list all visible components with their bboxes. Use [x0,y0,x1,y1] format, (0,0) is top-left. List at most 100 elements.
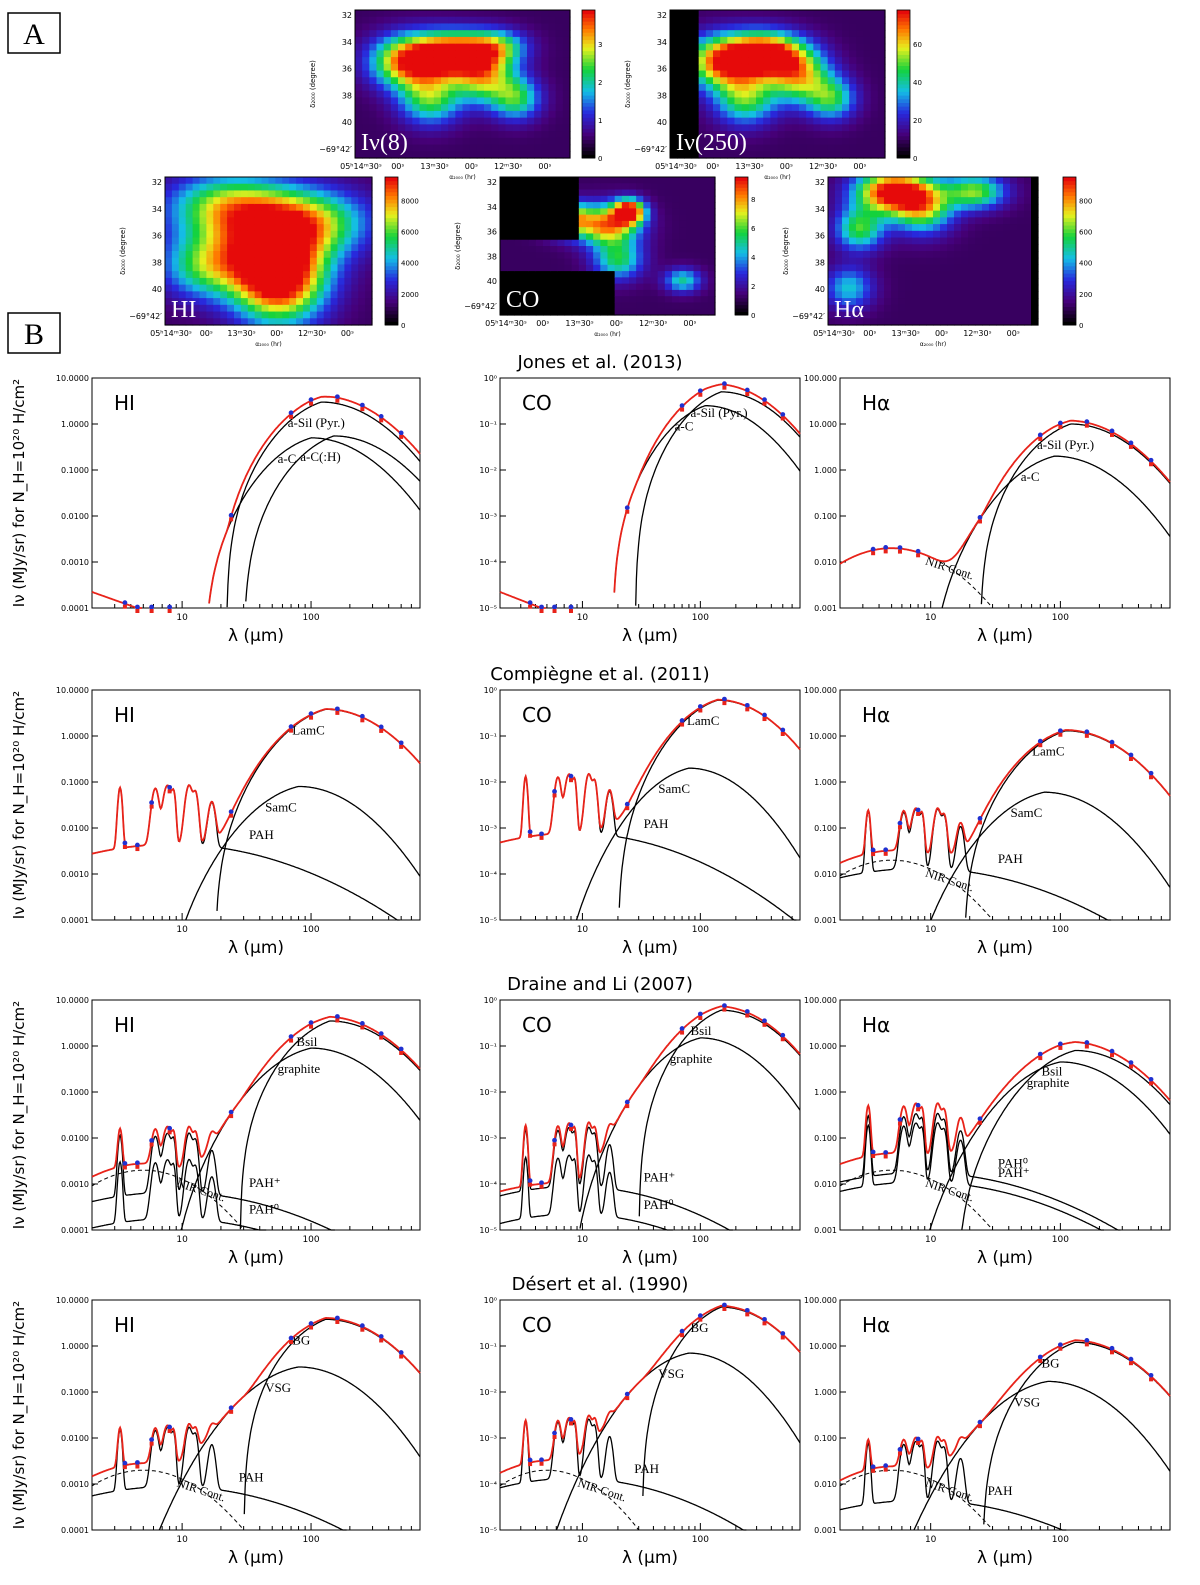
map-pixel [206,271,214,279]
map-pixel [891,210,899,218]
x-axis-label: λ (µm) [622,626,678,646]
y-tick-label: 0.100 [814,824,837,833]
colorbar-segment [735,197,748,202]
data-point-observed [722,696,727,702]
map-pixel [500,302,508,310]
map-pixel [275,230,283,239]
map-pixel [519,110,528,119]
map-pixel [213,217,221,225]
map-pixel [707,302,716,310]
map-pixel [686,264,695,272]
map-pixel [600,283,609,291]
map-pixel [441,70,449,78]
map-pixel [1017,257,1025,266]
map-pixel [247,271,256,279]
map-pixel [586,246,594,253]
map-pixel [1024,298,1032,306]
map-pixel [355,124,363,132]
map-pixel [1024,318,1032,326]
map-pixel [564,308,573,316]
map-pixel [820,10,829,18]
map-pixel [713,90,721,99]
data-point-observed [870,546,876,552]
map-pixel [842,264,850,272]
map-pixel [593,214,601,222]
colorbar-segment [1063,295,1076,300]
map-pixel [806,90,814,99]
map-pixel [863,84,872,92]
map-pixel [982,177,990,185]
map-pixel [247,244,256,252]
map-pixel [541,43,550,51]
map-pixel [621,208,630,216]
map-pixel [940,304,948,313]
map-pixel [1031,257,1039,266]
map-pixel [548,117,557,125]
map-pixel [484,90,492,99]
map-pixel [578,214,587,222]
tracer-label: CO [522,1313,552,1337]
colorbar-segment [735,214,748,219]
map-pixel [296,244,304,252]
map-pixel [254,298,263,306]
map-pixel [571,296,580,304]
dec-tick-label: 34 [657,38,667,47]
map-pixel [748,84,757,92]
map-pixel [491,63,499,72]
data-point-model [871,1153,876,1158]
map-pixel [621,233,630,241]
map-pixel [870,277,878,286]
data-point-model [149,609,154,613]
map-pixel [521,264,530,272]
map-pixel [670,90,678,99]
map-pixel [940,244,948,252]
map-pixel [700,296,709,304]
data-point-model [780,1335,785,1340]
map-pixel [448,137,456,146]
ra-tick-label: 00ˢ [935,329,948,338]
data-point-model [1149,462,1154,467]
map-pixel [316,190,325,198]
map-pixel [514,289,523,297]
colorbar-segment [1063,280,1076,285]
map-pixel [968,318,976,326]
y-tick-label: 10⁻⁴ [479,1480,497,1489]
component-label: a-C [675,419,694,434]
map-pixel [912,298,920,306]
model-total-curve [499,698,801,844]
map-pixel [316,244,325,252]
map-pixel [564,271,573,278]
map-pixel [543,183,551,191]
map-pixel [476,144,485,152]
map-pixel [664,195,673,203]
map-pixel [500,220,508,228]
map-pixel [1010,271,1018,279]
data-point-model [135,1464,140,1469]
data-point-observed [679,403,685,409]
map-pixel [700,220,709,228]
y-tick-label: 10⁻¹ [479,732,497,741]
map-pixel [968,183,976,192]
data-point-model [335,398,340,403]
map-pixel [763,50,771,58]
map-pixel [192,298,201,306]
map-pixel [330,183,339,192]
map-pixel [898,284,906,292]
map-pixel [227,291,235,299]
data-point-observed [527,1457,533,1463]
map-pixel [693,308,702,316]
tracer-label: HI [114,703,135,727]
map-pixel [282,277,290,286]
map-pixel [770,90,779,99]
colorbar-segment [385,221,398,226]
map-pixel [849,271,857,279]
map-pixel [643,296,652,304]
map-pixel [1031,304,1039,313]
map-pixel [528,271,537,278]
map-pixel [535,258,544,266]
map-pixel [1010,244,1018,252]
map-pixel [303,298,311,306]
map-pixel [996,304,1004,313]
map-pixel [947,291,955,299]
colorbar-segment [582,58,595,63]
